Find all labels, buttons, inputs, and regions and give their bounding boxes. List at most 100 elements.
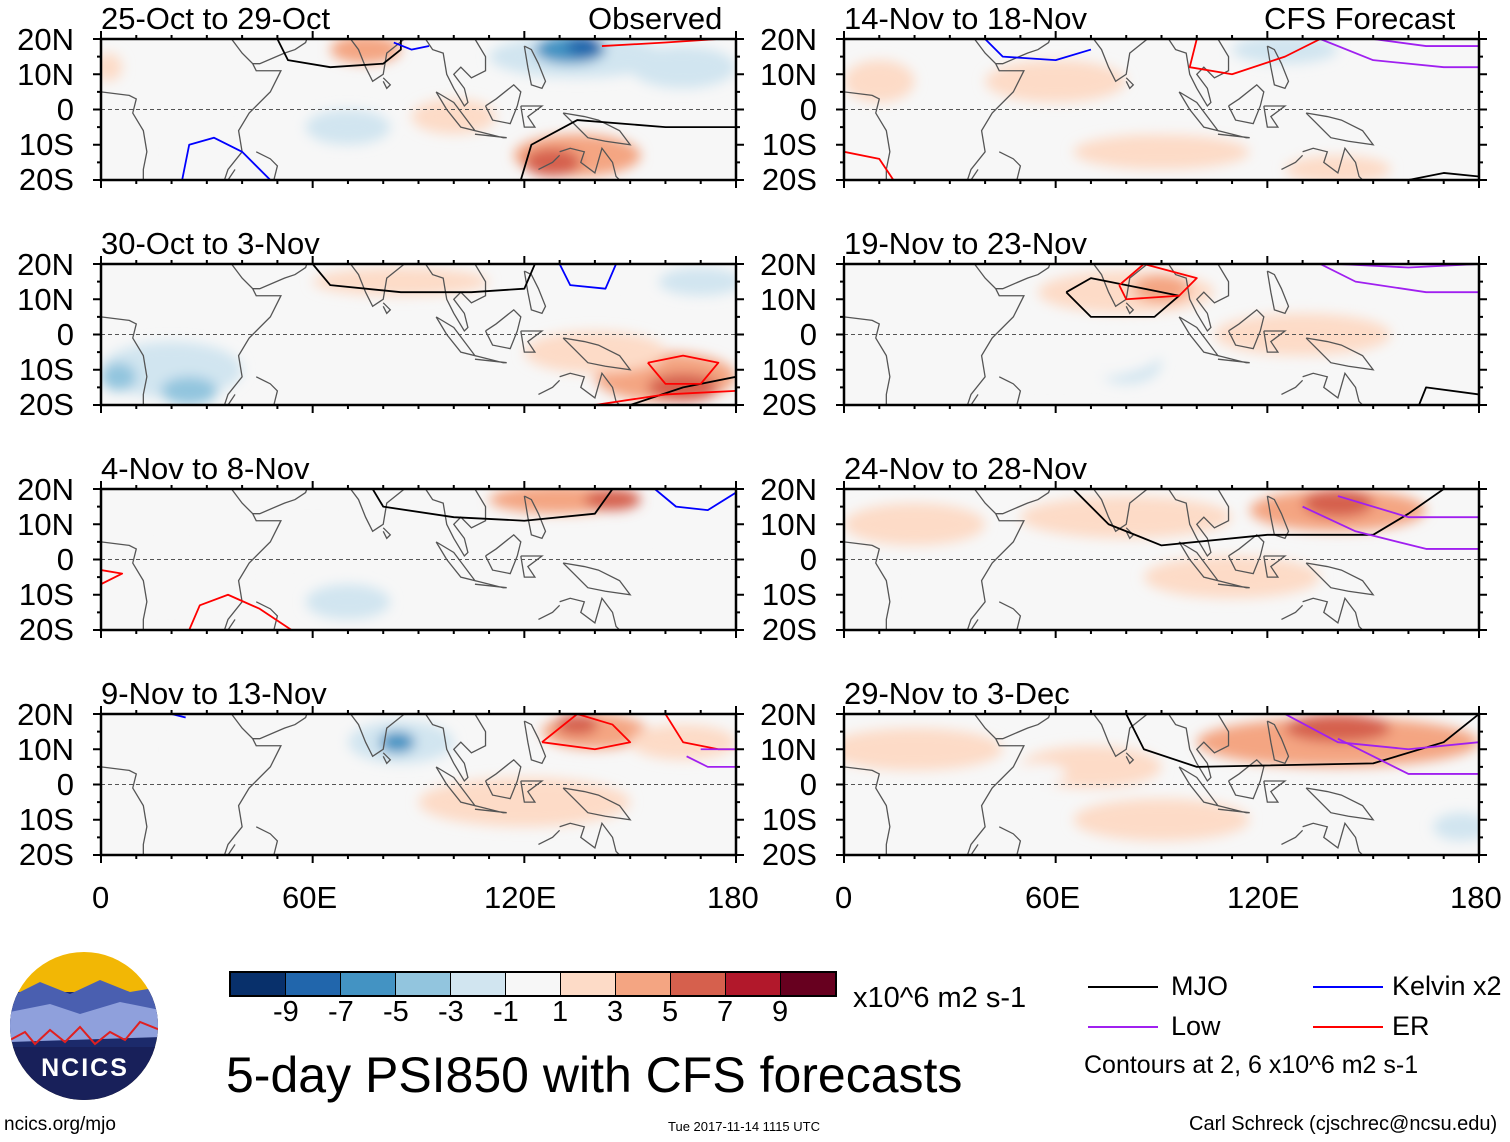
coastline	[255, 151, 279, 180]
coastline	[252, 489, 308, 515]
coastline	[966, 714, 1025, 855]
lat-label: 20S	[761, 387, 817, 422]
lon-label: 120E	[484, 880, 557, 915]
coastline	[382, 527, 392, 540]
colorbar-tick-label: 5	[662, 996, 679, 1028]
coastline	[966, 489, 1025, 630]
coastline	[966, 39, 1025, 180]
coastline	[382, 752, 392, 765]
lon-label: 0	[835, 880, 853, 915]
anomaly-region	[658, 267, 736, 296]
legend-label-kelvin: Kelvin x2	[1392, 971, 1502, 1001]
coastline	[970, 394, 979, 405]
coastline	[559, 371, 621, 405]
lat-label: 20S	[761, 612, 817, 647]
coastline	[101, 766, 148, 855]
anomaly-region	[594, 264, 666, 282]
coastline	[1305, 337, 1375, 371]
anomaly-region	[379, 731, 415, 753]
anomaly-region	[101, 53, 123, 82]
coastline	[998, 601, 1022, 630]
forecast-label: CFS Forecast	[1264, 1, 1456, 36]
observed-label: Observed	[588, 1, 723, 36]
coastline	[1302, 596, 1364, 630]
anomaly-region	[630, 46, 736, 89]
anomaly-region	[1143, 555, 1321, 599]
map-panel	[93, 706, 744, 863]
coastline	[538, 829, 561, 846]
contour-low	[1319, 264, 1479, 294]
panel-title: 29-Nov to 3-Dec	[844, 676, 1070, 711]
coastline	[1168, 39, 1230, 108]
panel-title: 4-Nov to 8-Nov	[101, 451, 310, 486]
contour-er	[594, 390, 736, 405]
lat-label: 0	[799, 92, 817, 127]
coastline	[382, 302, 392, 315]
anomaly-region	[1284, 155, 1391, 180]
coastline	[1168, 489, 1230, 558]
lat-label: 20N	[17, 472, 74, 507]
panel-title: 30-Oct to 3-Nov	[101, 226, 320, 261]
lon-label: 180	[1450, 880, 1502, 915]
lat-label: 20S	[18, 837, 74, 872]
lat-label: 0	[799, 317, 817, 352]
lat-label: 0	[799, 767, 817, 802]
coastline	[227, 619, 236, 630]
contour-er	[647, 354, 720, 385]
coastline	[1125, 77, 1135, 90]
map-panel	[836, 31, 1487, 188]
anomaly-region	[1320, 264, 1462, 300]
contour-er	[541, 714, 632, 751]
coastline	[484, 83, 522, 125]
coastline	[1227, 308, 1265, 350]
coastline	[435, 766, 477, 807]
coastline	[1217, 805, 1250, 814]
anomaly-region	[101, 795, 243, 845]
contour-mjo	[519, 119, 736, 180]
coastline	[252, 39, 308, 65]
lat-label: 0	[799, 542, 817, 577]
contour-low	[1302, 505, 1479, 550]
contour-low	[1337, 737, 1479, 775]
legend-line-er	[1313, 1026, 1383, 1028]
legend-line-kelvin	[1313, 986, 1383, 988]
map-panel	[93, 31, 744, 188]
timestamp: Tue 2017-11-14 1115 UTC	[668, 1119, 820, 1134]
coastline	[995, 489, 1051, 515]
lat-label: 0	[56, 542, 74, 577]
site-link[interactable]: ncics.org/mjo	[4, 1114, 116, 1135]
coastline	[998, 826, 1022, 855]
coastline	[520, 105, 544, 128]
contour-low	[1373, 39, 1479, 47]
contour-mjo	[1125, 714, 1479, 768]
coastline	[1266, 45, 1290, 90]
anomaly-region	[584, 489, 641, 511]
coastline	[562, 562, 632, 596]
anomaly-region	[305, 109, 391, 145]
lat-label: 10S	[761, 127, 817, 162]
coastline	[538, 154, 561, 171]
coastline	[966, 264, 1025, 405]
coastline	[252, 264, 308, 290]
coastline	[1302, 371, 1364, 405]
colorbar-tick-label: 3	[607, 996, 624, 1028]
coastline	[1178, 316, 1220, 357]
legend-line-mjo	[1088, 986, 1158, 988]
map-panel	[836, 481, 1487, 638]
colorbar-swatch	[451, 973, 506, 995]
anomaly-region	[101, 362, 137, 391]
colorbar-swatch	[616, 973, 671, 995]
legend-label-er: ER	[1392, 1011, 1430, 1041]
contour-er	[188, 593, 292, 630]
coastline	[1263, 780, 1287, 803]
lat-label: 20N	[760, 247, 817, 282]
map-panel	[836, 256, 1487, 413]
colorbar-tick-label: 7	[717, 996, 734, 1028]
coastline	[382, 77, 392, 90]
lat-label: 10S	[18, 802, 74, 837]
colorbar-swatch	[726, 973, 781, 995]
coastline	[255, 826, 279, 855]
coastline	[520, 780, 544, 803]
anomaly-region	[524, 330, 666, 374]
anomaly-region	[1284, 714, 1391, 743]
